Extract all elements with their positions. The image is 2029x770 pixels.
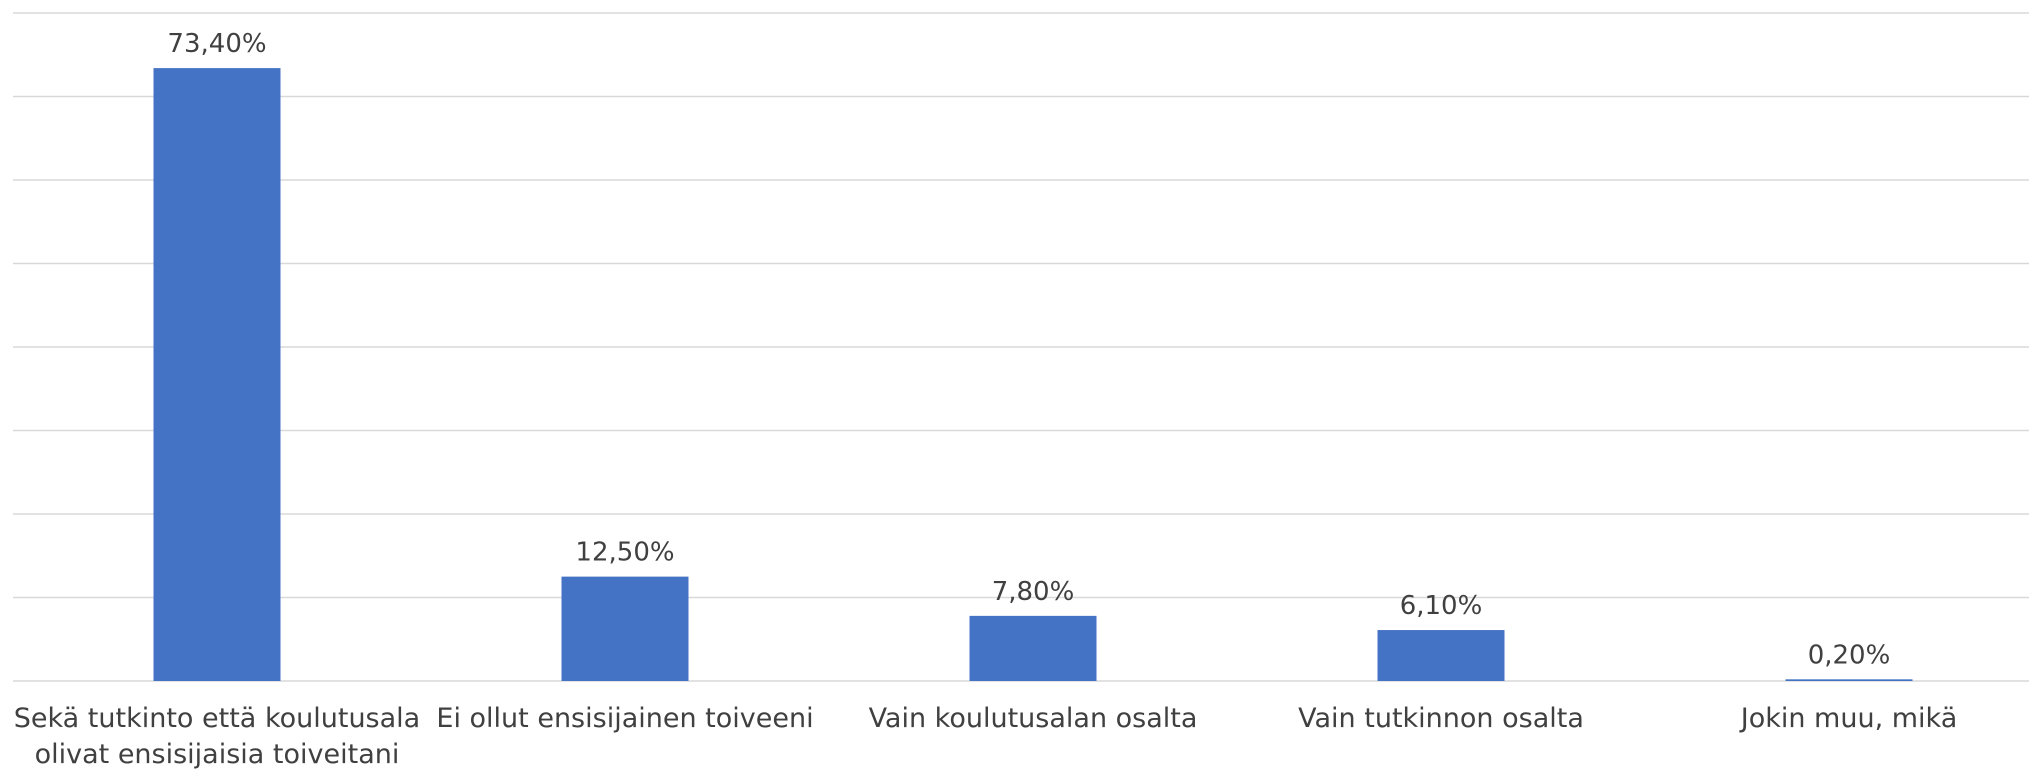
x-tick-label: Vain koulutusalan osalta <box>868 703 1198 734</box>
x-tick-label: Vain tutkinnon osalta <box>1298 703 1584 734</box>
bar <box>561 576 689 681</box>
x-tick-label: Ei ollut ensisijainen toiveeni <box>436 703 814 734</box>
bar <box>153 68 281 682</box>
x-tick-label: Sekä tutkinto että koulutusala olivat en… <box>13 703 421 770</box>
value-label: 0,20% <box>1808 640 1891 670</box>
value-label: 73,40% <box>167 29 266 59</box>
value-label: 6,10% <box>1400 591 1483 621</box>
value-label: 7,80% <box>992 577 1075 607</box>
bar <box>969 615 1097 681</box>
x-tick-label: Jokin muu, mikä <box>1740 703 1958 734</box>
bar <box>1377 630 1505 681</box>
value-label: 12,50% <box>575 538 674 568</box>
bar <box>1785 679 1913 681</box>
